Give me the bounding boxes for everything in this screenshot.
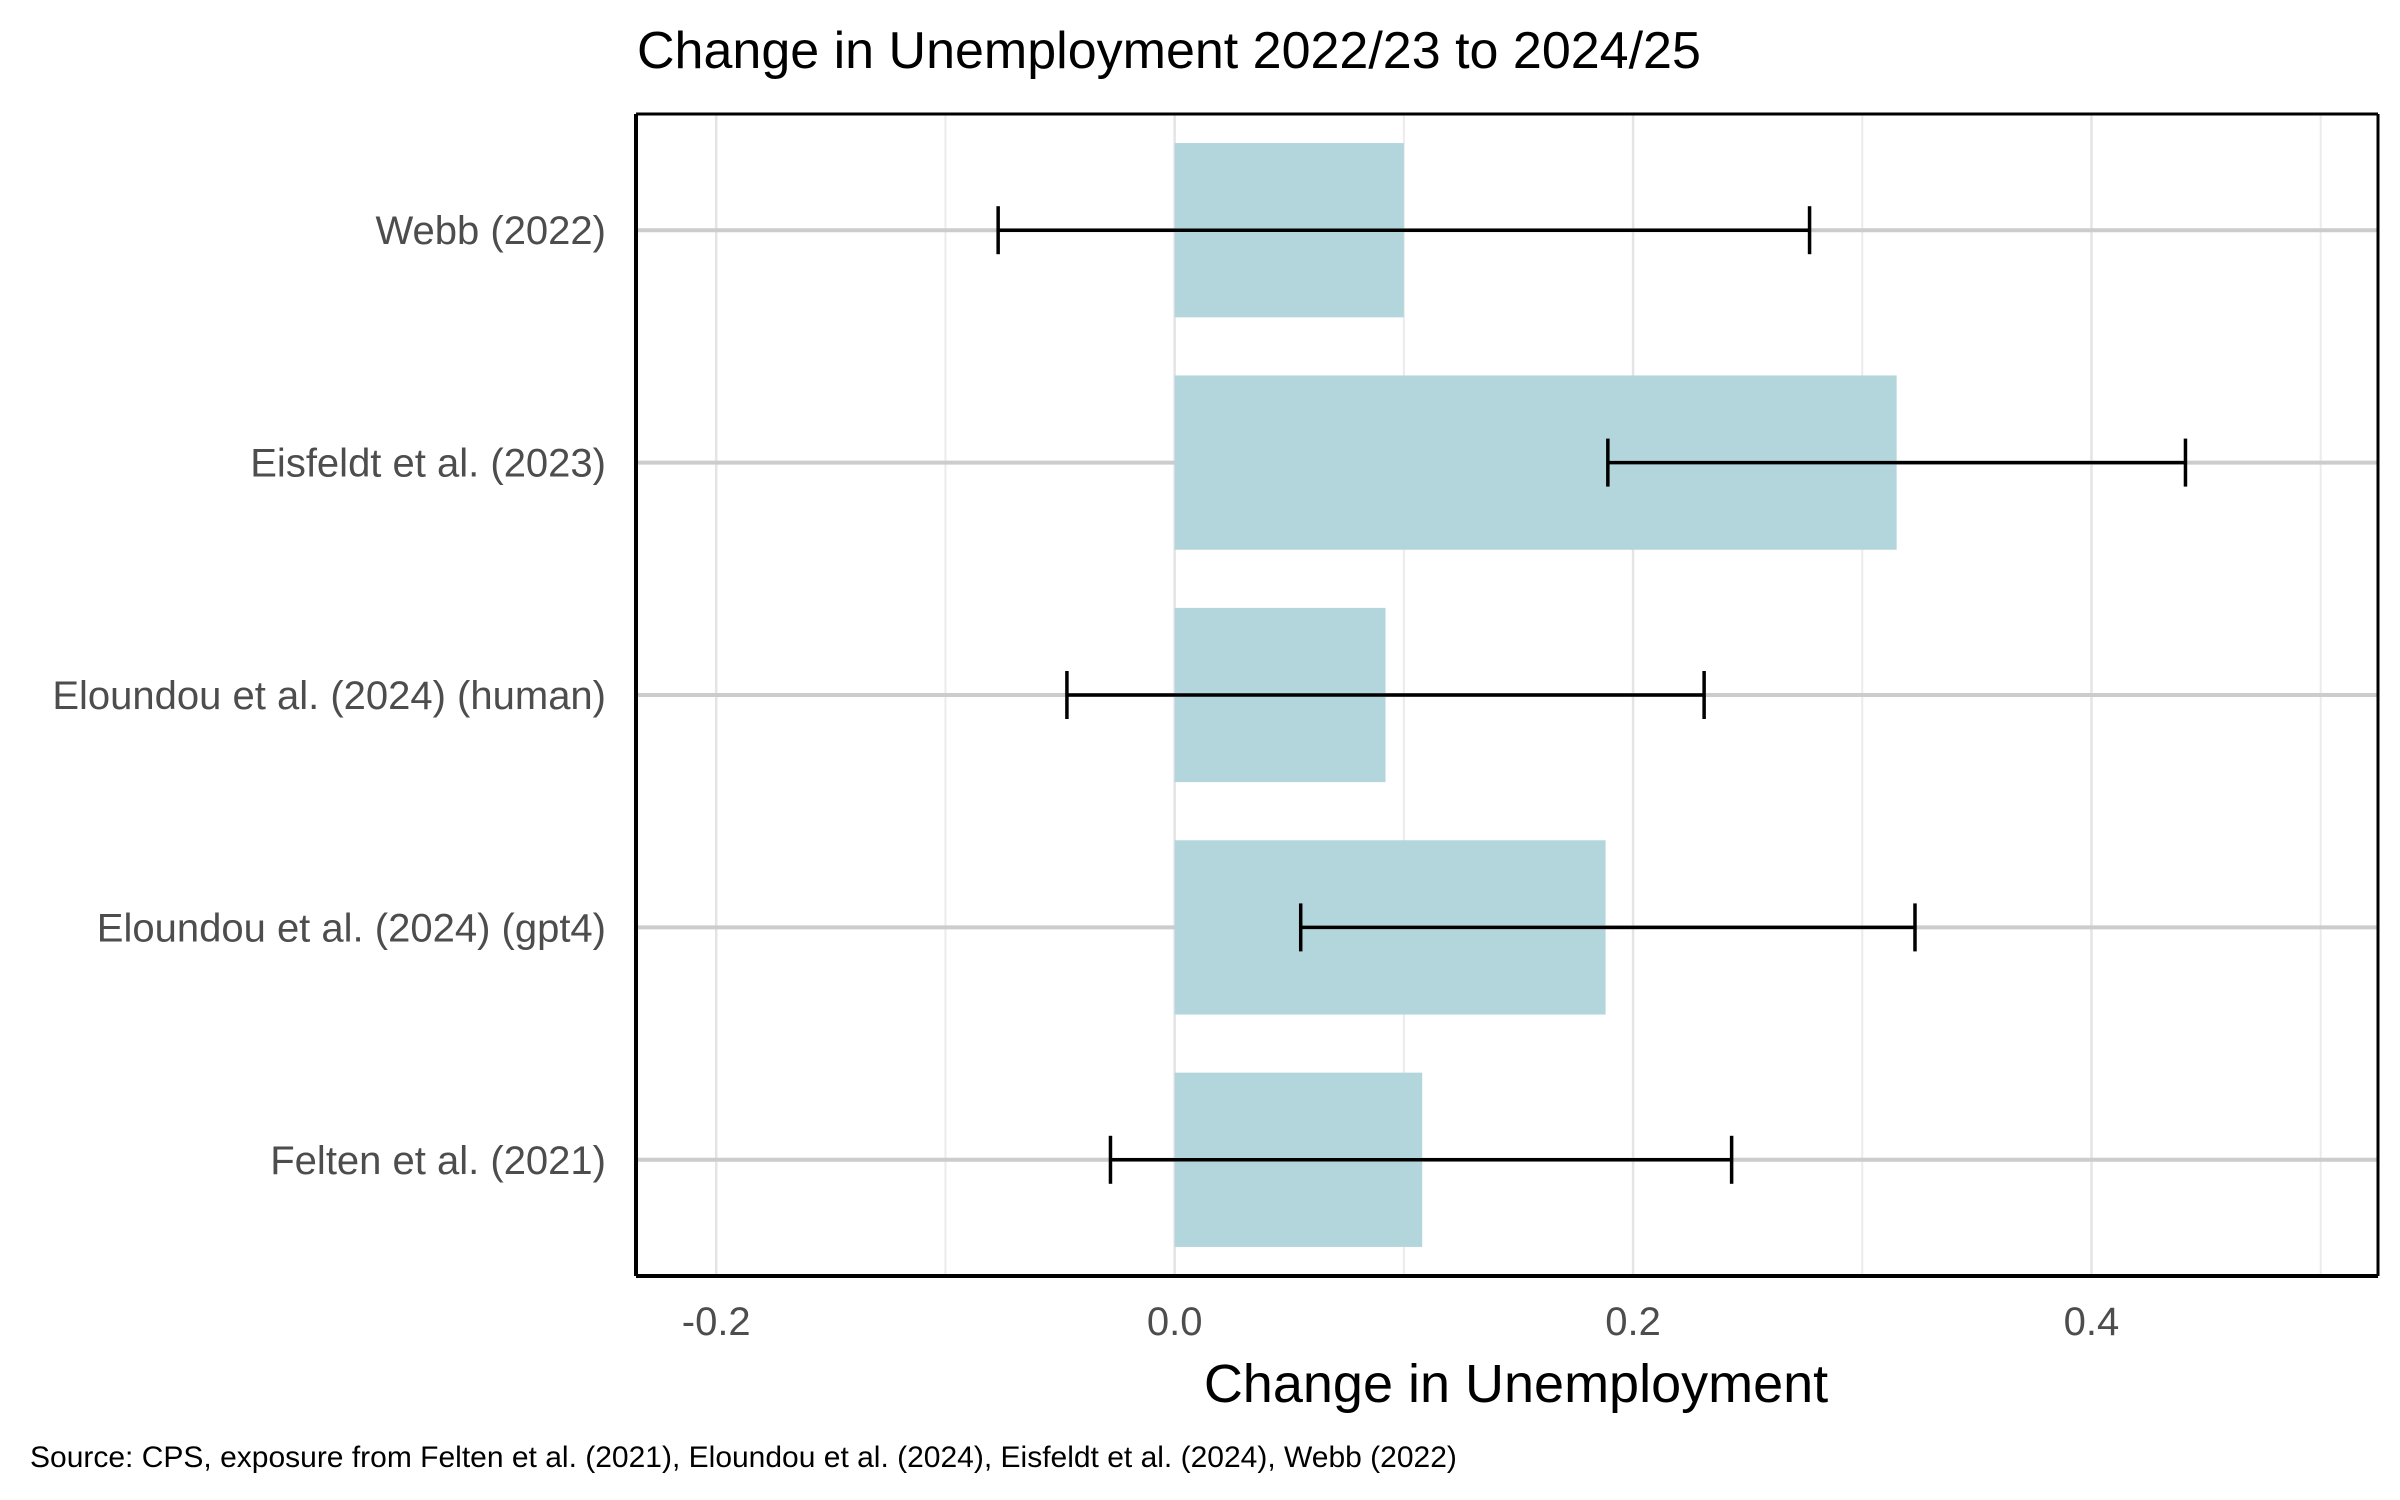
- x-axis-title: Change in Unemployment: [1204, 1354, 1828, 1414]
- y-tick-labels: Webb (2022) Eisfeldt et al. (2023) Eloundo…: [52, 209, 606, 1183]
- y-tick-label: Eloundou et al. (2024) (gpt4): [97, 906, 606, 950]
- y-tick-label: Eloundou et al. (2024) (human): [52, 674, 606, 718]
- chart-title: Change in Unemployment 2022/23 to 2024/2…: [637, 22, 1701, 80]
- y-tick-label: Felten et al. (2021): [270, 1139, 606, 1183]
- error-bar: [1606, 438, 2188, 487]
- error-bar: [1298, 903, 1917, 952]
- x-tick-label: -0.2: [682, 1300, 751, 1344]
- y-tick-label: Webb (2022): [375, 209, 606, 253]
- x-tick-label: 0.0: [1147, 1300, 1203, 1344]
- y-tick-label: Eisfeldt et al. (2023): [250, 442, 606, 486]
- errorbar-layer: [996, 206, 2188, 1184]
- x-tick-label: 0.4: [2064, 1300, 2120, 1344]
- x-tick-labels: -0.2 0.0 0.2 0.4: [682, 1300, 2120, 1344]
- axes-layer: [634, 112, 2380, 1278]
- error-bar: [996, 206, 1812, 255]
- error-bar: [1065, 671, 1706, 719]
- error-bar: [1108, 1135, 1734, 1184]
- chart-caption: Source: CPS, exposure from Felten et al.…: [30, 1441, 1457, 1474]
- x-tick-label: 0.2: [1605, 1300, 1661, 1344]
